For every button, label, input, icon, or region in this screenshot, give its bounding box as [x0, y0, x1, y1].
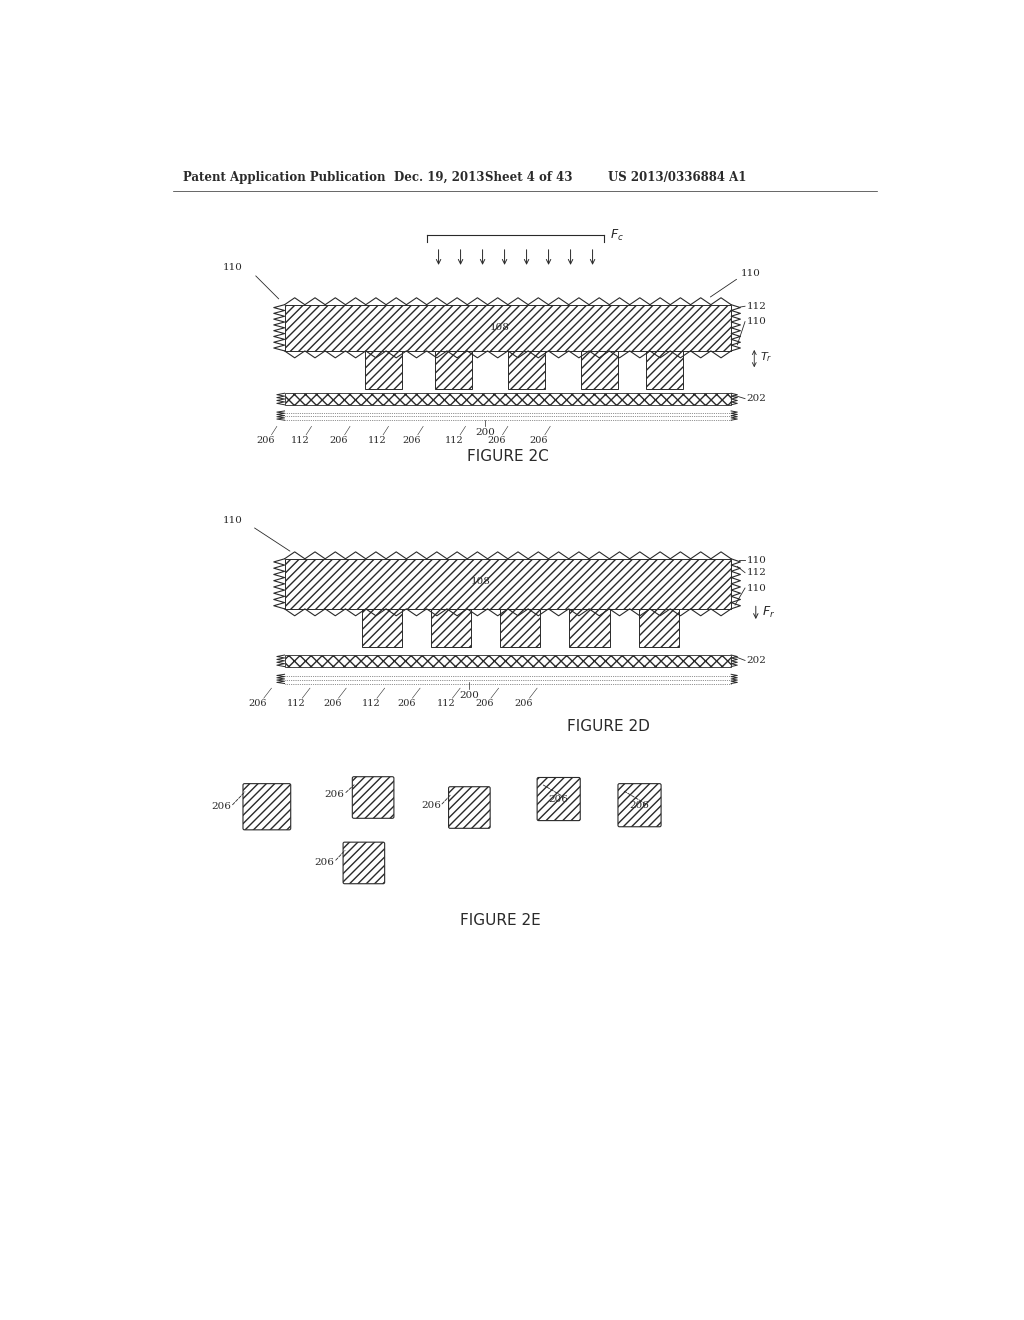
- Text: 110: 110: [222, 263, 243, 272]
- Text: Sheet 4 of 43: Sheet 4 of 43: [484, 172, 572, 185]
- Text: 202: 202: [746, 656, 766, 665]
- FancyBboxPatch shape: [285, 393, 731, 405]
- Text: 206: 206: [325, 789, 344, 799]
- Text: 206: 206: [397, 700, 416, 708]
- Text: 110: 110: [746, 583, 766, 593]
- Text: 112: 112: [437, 700, 456, 708]
- Text: 206: 206: [249, 700, 267, 708]
- Text: 112: 112: [368, 436, 386, 445]
- FancyBboxPatch shape: [366, 351, 402, 389]
- Text: 112: 112: [287, 700, 305, 708]
- Text: FIGURE 2E: FIGURE 2E: [460, 913, 541, 928]
- FancyBboxPatch shape: [646, 351, 683, 389]
- Text: 206: 206: [529, 436, 548, 445]
- FancyBboxPatch shape: [243, 784, 291, 830]
- FancyBboxPatch shape: [343, 842, 385, 884]
- Text: 112: 112: [746, 302, 766, 310]
- Text: 110: 110: [746, 556, 766, 565]
- FancyBboxPatch shape: [581, 351, 617, 389]
- Text: 112: 112: [746, 568, 766, 577]
- FancyBboxPatch shape: [449, 787, 490, 829]
- Text: 206: 206: [548, 795, 568, 804]
- Text: 200: 200: [475, 428, 495, 437]
- FancyBboxPatch shape: [431, 609, 471, 647]
- Text: 206: 206: [475, 700, 494, 708]
- Text: 206: 206: [212, 803, 231, 812]
- FancyBboxPatch shape: [538, 777, 581, 821]
- Text: 202: 202: [746, 395, 766, 403]
- Text: 110: 110: [740, 269, 760, 279]
- Text: 112: 112: [361, 700, 380, 708]
- Text: 206: 206: [323, 700, 342, 708]
- Text: 206: 206: [421, 801, 440, 810]
- FancyBboxPatch shape: [508, 351, 545, 389]
- Text: 108: 108: [471, 577, 490, 586]
- FancyBboxPatch shape: [435, 351, 472, 389]
- Text: FIGURE 2D: FIGURE 2D: [566, 719, 649, 734]
- FancyBboxPatch shape: [285, 305, 731, 351]
- Text: 108: 108: [490, 323, 510, 333]
- Text: 110: 110: [222, 516, 243, 525]
- Text: $F_c$: $F_c$: [610, 228, 625, 243]
- Text: 206: 206: [514, 700, 532, 708]
- Text: 206: 206: [329, 436, 348, 445]
- Text: $T_r$: $T_r$: [761, 350, 773, 364]
- Text: 206: 206: [256, 436, 274, 445]
- FancyBboxPatch shape: [569, 609, 609, 647]
- FancyBboxPatch shape: [285, 655, 731, 667]
- Text: 112: 112: [444, 436, 463, 445]
- FancyBboxPatch shape: [361, 609, 401, 647]
- Text: 206: 206: [629, 801, 648, 809]
- Text: 200: 200: [460, 692, 479, 700]
- Text: 112: 112: [291, 436, 309, 445]
- Text: $F_r$: $F_r$: [762, 605, 775, 620]
- Text: US 2013/0336884 A1: US 2013/0336884 A1: [608, 172, 746, 185]
- FancyBboxPatch shape: [617, 784, 662, 826]
- Text: 206: 206: [487, 436, 506, 445]
- Text: 206: 206: [402, 436, 421, 445]
- Text: Patent Application Publication: Patent Application Publication: [183, 172, 385, 185]
- Text: 206: 206: [314, 858, 335, 867]
- Text: Dec. 19, 2013: Dec. 19, 2013: [394, 172, 484, 185]
- Text: 110: 110: [746, 317, 766, 326]
- FancyBboxPatch shape: [352, 776, 394, 818]
- FancyBboxPatch shape: [639, 609, 679, 647]
- Text: FIGURE 2C: FIGURE 2C: [467, 449, 549, 463]
- FancyBboxPatch shape: [285, 558, 731, 609]
- FancyBboxPatch shape: [500, 609, 541, 647]
